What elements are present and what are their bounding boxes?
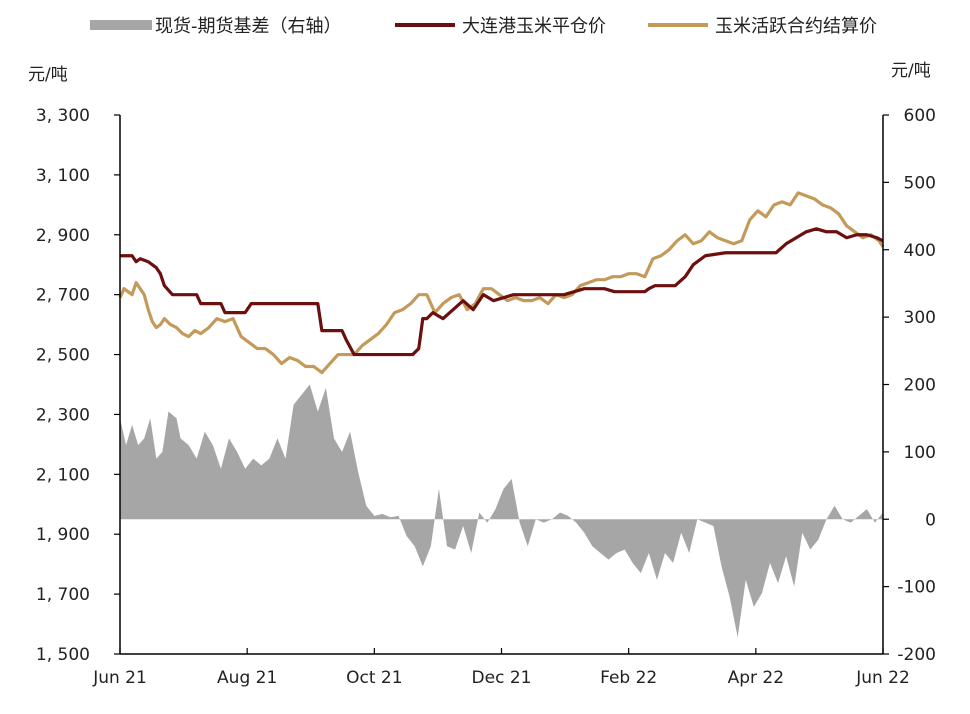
legend-label-basis: 现货-期货基差（右轴） xyxy=(155,16,342,37)
axes xyxy=(119,115,884,655)
left-tick-label: 3, 100 xyxy=(36,166,90,186)
left-tick-label: 2, 500 xyxy=(36,346,90,366)
right-tick-label: 400 xyxy=(904,241,936,261)
x-tick-label: Jun 22 xyxy=(855,668,910,688)
left-tick-label: 2, 300 xyxy=(36,405,90,425)
series-dalian-line xyxy=(120,227,884,357)
right-tick-label: -200 xyxy=(897,645,936,665)
left-tick-label: 1, 700 xyxy=(36,585,90,605)
left-axis-unit: 元/吨 xyxy=(28,65,68,85)
right-tick-label: 100 xyxy=(904,443,936,463)
legend: 现货-期货基差（右轴） 大连港玉米平仓价 玉米活跃合约结算价 xyxy=(90,16,877,37)
legend-label-dalian: 大连港玉米平仓价 xyxy=(462,16,606,37)
x-tick-label: Oct 21 xyxy=(346,668,402,688)
x-tick-label: Feb 22 xyxy=(600,668,657,688)
left-tick-label: 2, 700 xyxy=(36,286,90,306)
right-tick-label: 200 xyxy=(904,376,936,396)
right-axis-unit: 元/吨 xyxy=(891,61,931,81)
series-basis-area xyxy=(120,384,883,638)
right-tick-label: -100 xyxy=(897,578,936,598)
right-tick-label: 600 xyxy=(904,106,936,126)
x-tick-label: Dec 21 xyxy=(472,668,532,688)
basis-area-layer xyxy=(120,384,883,638)
x-tick-label: Aug 21 xyxy=(217,668,277,688)
legend-label-futures: 玉米活跃合约结算价 xyxy=(715,16,877,37)
left-tick-label: 2, 900 xyxy=(36,226,90,246)
right-tick-label: 300 xyxy=(904,308,936,328)
right-tick-label: 0 xyxy=(925,510,936,530)
left-tick-label: 1, 900 xyxy=(36,525,90,545)
legend-swatch-basis xyxy=(90,20,152,30)
series-futures-line xyxy=(118,191,885,375)
ticks-layer: 3, 300 3, 100 2, 900 2, 700 2, 500 2, 300 2, 1… xyxy=(36,106,936,688)
x-tick-label: Apr 22 xyxy=(728,668,784,688)
left-tick-label: 2, 100 xyxy=(36,465,90,485)
x-tick-label: Jun 21 xyxy=(92,668,147,688)
right-tick-label: 500 xyxy=(904,173,936,193)
left-tick-label: 1, 500 xyxy=(36,645,90,665)
price-lines-layer xyxy=(118,191,885,375)
left-tick-label: 3, 300 xyxy=(36,106,90,126)
